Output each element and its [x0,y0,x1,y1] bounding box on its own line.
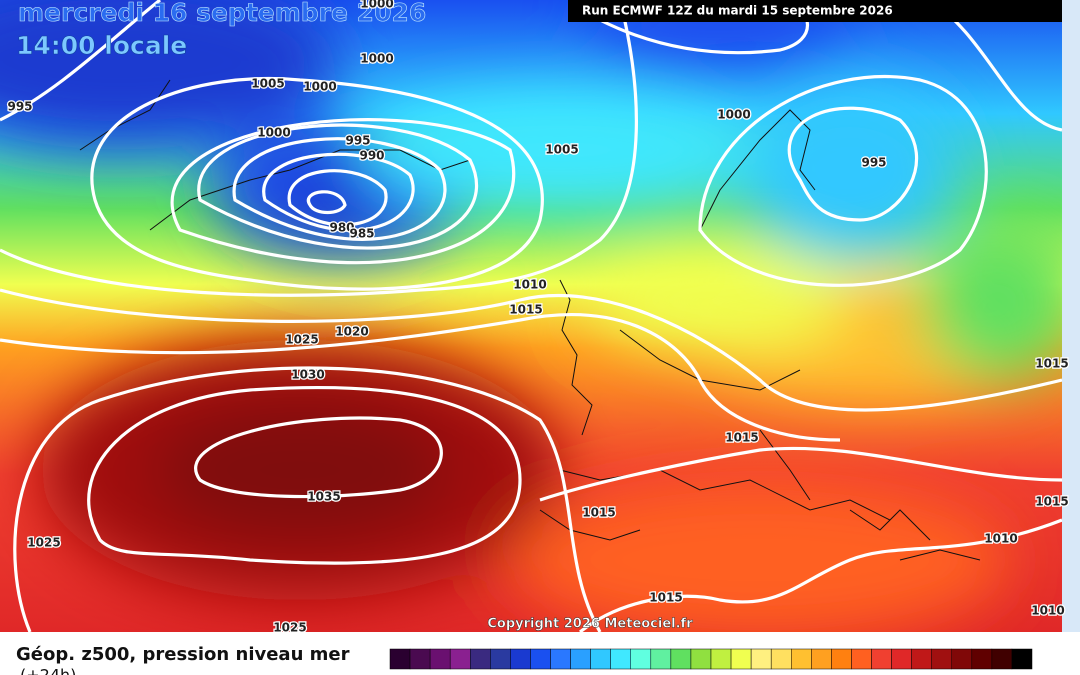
colorbar-swatch [449,648,471,670]
isobar-label: 1000 [360,0,393,11]
isobar-label: 1035 [307,490,340,504]
colorbar-swatch [409,648,431,670]
colorbar-swatch [971,648,993,670]
run-bar [568,0,1062,22]
isobar-label: 1025 [285,333,318,347]
map-date: mercredi 16 septembre 2026 [18,0,426,27]
footer-title: Géop. z500, pression niveau mer [16,644,350,665]
isobar-label: 990 [359,149,384,163]
colorbar-swatch [831,648,852,670]
colorbar-swatch [510,648,531,670]
field [0,0,1062,632]
run-label: Run ECMWF 12Z du mardi 15 septembre 2026 [582,4,893,18]
isobar-label: 1030 [291,368,324,382]
isobar-label: 995 [345,134,370,148]
colorbar-swatch [811,648,832,670]
colorbar-swatch [770,648,792,670]
colorbar-swatch [429,648,451,670]
isobar-label: 1025 [273,621,306,635]
colorbar-swatch [750,648,772,670]
colorbar-swatch [730,648,752,670]
colorbar-swatch [630,648,652,670]
colorbar-swatch [891,648,912,670]
isobar-label: 1000 [717,108,750,122]
colorbar-swatch [470,648,491,670]
colorbar-swatch [791,648,812,670]
isobar-label: 980 [329,221,354,235]
colorbar-swatch [851,648,872,670]
isobar-label: 995 [7,100,32,114]
isobar-label: 1015 [649,591,682,605]
colorbar-swatch [570,648,591,670]
colorbar-swatch [991,648,1013,670]
copyright: Copyright 2026 Meteociel.fr [487,617,693,632]
colorbar-swatch [490,648,511,670]
isobar-label: 1005 [545,143,578,157]
colorbar-swatch [590,648,611,670]
colorbar-swatch [670,648,692,670]
colorbar-swatch [871,648,892,670]
isobar-label: 1000 [360,52,393,66]
isobar-label: 1005 [251,77,284,91]
side-border [1062,0,1080,632]
isobar-label: 1015 [582,506,615,520]
colorbar-swatch [650,648,672,670]
isobar-label: 1015 [1035,357,1068,371]
colorbar-swatch [951,648,973,670]
colorbar-swatch [690,648,712,670]
footer-lead: (+24h) [20,666,76,675]
colorbar-swatch [389,648,411,670]
isobar-label: 995 [861,156,886,170]
isobar-label: 1025 [27,536,60,550]
isobar-label: 1015 [1035,495,1068,509]
colorbar-swatch [530,648,551,670]
isobar-label: 985 [349,227,374,241]
colorbar-swatch [931,648,952,670]
isobar-label: 1010 [984,532,1017,546]
isobar-label: 1020 [335,325,368,339]
isobar-label: 1015 [725,431,758,445]
isobar-label: 1010 [513,278,546,292]
colorbar-swatch [710,648,732,670]
isobar-label: 1015 [509,303,542,317]
map-time: 14:00 locale [16,31,187,60]
colorbar-swatch [550,648,571,670]
isobar-label: 1000 [257,126,290,140]
isobar-label: 1000 [303,80,336,94]
isobar-label: 1010 [1031,604,1064,618]
colorbar-swatch [1011,648,1033,670]
colorbar-swatch [610,648,631,670]
colorbar-swatch [911,648,932,670]
